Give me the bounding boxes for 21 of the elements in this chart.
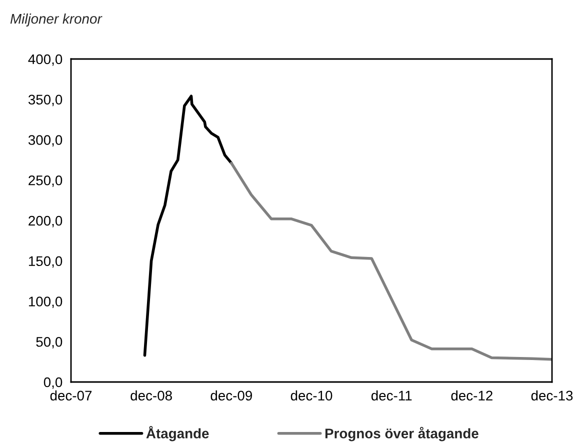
x-tick-label: dec-09 <box>210 390 252 401</box>
y-tick-label: 300,0 <box>28 135 62 147</box>
y-tick-label: 400,0 <box>28 54 62 66</box>
x-tick-label: dec-10 <box>290 390 332 401</box>
legend-label: Åtagande <box>146 426 209 442</box>
y-tick-label: 150,0 <box>28 256 62 268</box>
y-tick-label: 0,0 <box>44 377 62 389</box>
x-tick-label: dec-13 <box>531 390 573 401</box>
line-series <box>230 162 552 361</box>
x-tick-label: dec-12 <box>451 390 492 401</box>
x-tick-label: dec-08 <box>130 390 172 401</box>
legend-label: Prognos över åtagande <box>325 426 478 442</box>
y-tick-label: 350,0 <box>28 94 62 106</box>
y-tick-label: 50,0 <box>36 336 62 348</box>
y-axis-title: Miljoner kronor <box>10 14 102 26</box>
y-tick-label: 100,0 <box>28 296 62 308</box>
y-tick-label: 200,0 <box>28 216 62 228</box>
x-tick-label: dec-07 <box>50 390 92 401</box>
line-series <box>143 94 233 357</box>
x-tick-label: dec-11 <box>371 390 412 401</box>
y-tick-label: 250,0 <box>28 175 62 187</box>
